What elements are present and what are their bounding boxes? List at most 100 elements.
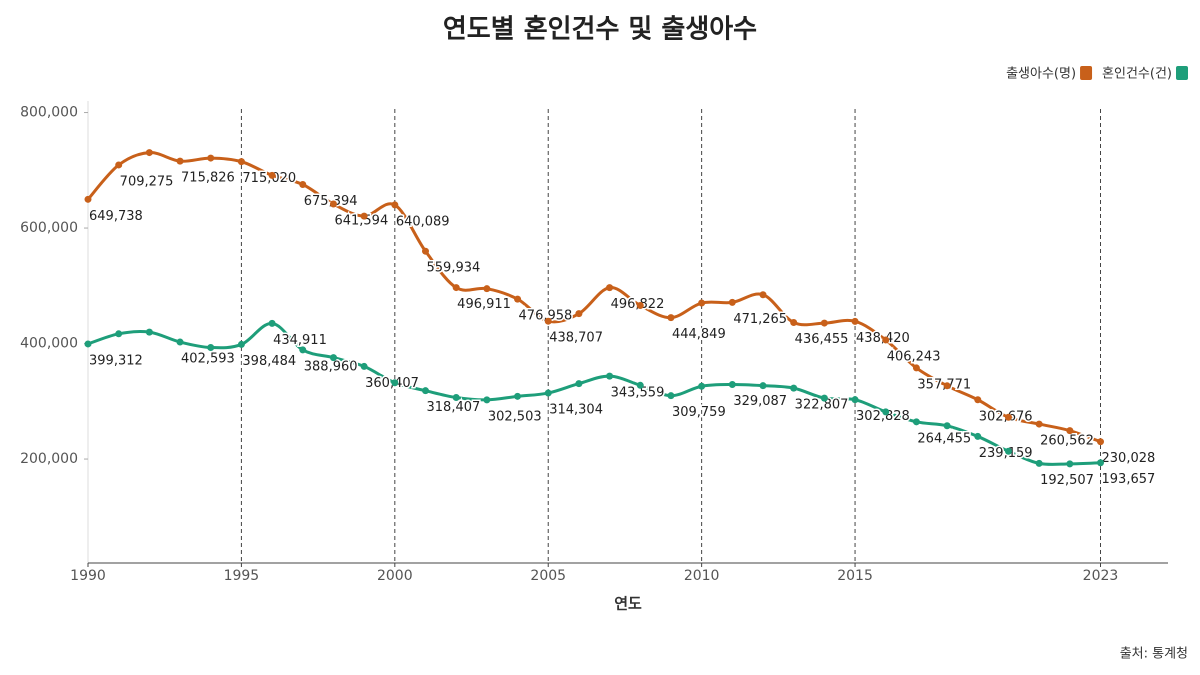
point (698, 299, 706, 307)
value-label: 434,911 (273, 333, 327, 348)
value-label: 406,243 (887, 349, 941, 364)
point (912, 418, 920, 426)
source: 출처: 통계청 (1120, 647, 1188, 662)
point (483, 285, 491, 293)
value-label: 388,960 (304, 359, 358, 374)
point (1097, 459, 1104, 467)
value-label: 260,562 (1040, 434, 1094, 449)
point (636, 301, 644, 309)
point (452, 394, 460, 402)
legend-swatch (1080, 66, 1093, 80)
point (544, 389, 552, 397)
point (544, 317, 552, 325)
point (1035, 420, 1043, 428)
x-tick-label: 2005 (530, 568, 566, 584)
point (882, 336, 890, 344)
value-label: 715,826 (181, 171, 235, 186)
point (759, 382, 767, 390)
point (667, 392, 675, 400)
value-label: 264,455 (917, 431, 971, 446)
series-line (86, 151, 1102, 444)
point (820, 319, 828, 327)
series-line (87, 321, 1101, 466)
point (790, 384, 798, 392)
point (299, 346, 307, 354)
point (1066, 460, 1074, 468)
value-label: 438,707 (549, 331, 603, 346)
y-tick-label: 800,000 (20, 105, 78, 121)
point (145, 149, 153, 157)
value-label: 192,507 (1040, 473, 1094, 488)
value-label: 559,934 (427, 261, 481, 276)
point (1004, 447, 1012, 455)
value-label: 230,028 (1102, 451, 1156, 466)
point (575, 380, 583, 388)
x-tick-label: 2015 (837, 568, 873, 584)
point (268, 171, 276, 179)
point (514, 392, 522, 400)
point (391, 379, 399, 387)
point (974, 396, 982, 404)
point (391, 201, 399, 209)
value-label: 314,304 (549, 403, 603, 418)
y-tick-label: 200,000 (20, 451, 78, 467)
x-tick-label: 2023 (1083, 568, 1119, 584)
point (728, 381, 736, 389)
point (882, 408, 890, 416)
value-label: 193,657 (1102, 472, 1156, 487)
value-label: 398,484 (242, 354, 296, 369)
point (1035, 459, 1043, 467)
x-tick-label: 2000 (377, 568, 413, 584)
value-label: 399,312 (89, 353, 143, 368)
x-axis-label: 연도 (614, 595, 642, 613)
chart-title: 연도별 혼인건수 및 출생아수 (443, 15, 757, 45)
point (207, 154, 215, 162)
point (176, 157, 184, 165)
point (115, 330, 123, 338)
value-label: 649,738 (89, 209, 143, 224)
legend-swatch (1176, 66, 1188, 80)
point (851, 317, 859, 325)
point (606, 284, 614, 292)
x-tick-label: 1995 (224, 568, 260, 584)
point (667, 314, 675, 322)
point (329, 354, 337, 362)
value-label: 322,807 (795, 398, 849, 413)
legend-label: 출생아수(명) (1006, 67, 1076, 82)
value-label: 309,759 (672, 405, 726, 420)
point (1066, 427, 1074, 435)
point (84, 195, 92, 203)
point (728, 298, 736, 306)
point (943, 382, 951, 390)
value-label: 476,958 (519, 309, 573, 324)
point (1097, 438, 1104, 446)
point (237, 158, 245, 166)
y-tick-label: 400,000 (20, 336, 78, 352)
point (422, 247, 429, 255)
value-label: 318,407 (427, 400, 481, 415)
point (360, 362, 368, 370)
legend-label: 혼인건수(건) (1102, 67, 1172, 82)
value-label: 641,594 (334, 214, 388, 229)
point (268, 319, 276, 327)
point (912, 364, 920, 372)
point (176, 338, 184, 346)
point (360, 212, 368, 220)
point (974, 432, 982, 440)
point (145, 328, 153, 336)
x-tick-label: 1990 (70, 568, 106, 584)
x-tick-label: 2010 (684, 568, 720, 584)
value-label: 436,455 (795, 332, 849, 347)
value-label: 496,911 (457, 297, 511, 312)
point (299, 181, 307, 189)
point (698, 382, 706, 390)
point (606, 372, 614, 380)
point (790, 318, 798, 326)
value-label: 343,559 (611, 386, 665, 401)
y-tick-label: 600,000 (20, 220, 78, 236)
value-label: 239,159 (979, 446, 1033, 461)
point (483, 396, 491, 404)
point (207, 344, 215, 352)
point (115, 161, 123, 169)
